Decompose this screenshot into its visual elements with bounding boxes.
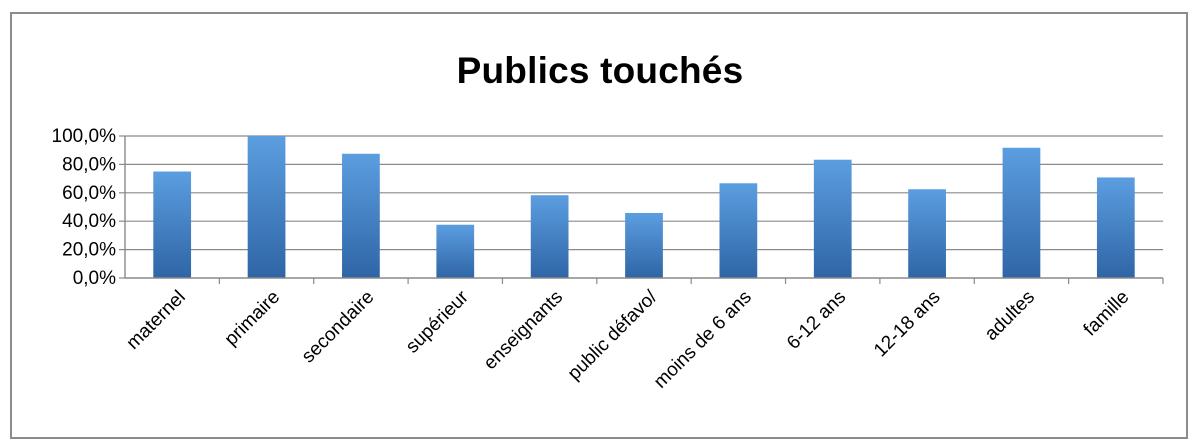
chart-title: Publics touchés [456, 50, 744, 91]
x-category-label: adultes [981, 287, 1039, 345]
bar [530, 195, 569, 278]
axes [119, 135, 1164, 284]
bars [153, 136, 1135, 278]
y-tick-label: 0,0% [73, 268, 116, 289]
x-category-label: 12-18 ans [870, 287, 945, 362]
x-category-label: famille [1080, 287, 1134, 341]
bar [1096, 177, 1135, 278]
x-category-label: enseignants [480, 287, 567, 374]
bar [719, 183, 758, 278]
chart-frame [10, 12, 1188, 439]
bar [908, 189, 946, 278]
bar [247, 136, 286, 278]
y-tick-label: 100,0% [52, 126, 117, 147]
y-tick-label: 40,0% [62, 211, 116, 232]
x-category-label: secondaire [298, 287, 379, 368]
bar [1002, 147, 1041, 278]
y-axis-tick-labels: 0,0% 20,0% 40,0% 60,0% 80,0% 100,0% [52, 126, 117, 289]
x-category-label: public défavo/ [564, 286, 662, 384]
x-category-label: primaire [221, 287, 284, 350]
bar [436, 224, 475, 278]
x-category-label: 6-12 ans [783, 287, 850, 354]
x-axis-category-labels: maternel primaire secondaire supérieur ensei… [123, 286, 1134, 392]
bar [153, 171, 192, 278]
y-tick-label: 60,0% [62, 183, 116, 204]
y-tick-label: 80,0% [62, 154, 116, 175]
x-category-label: supérieur [402, 286, 473, 357]
x-category-label: maternel [123, 287, 190, 354]
x-category-label: moins de 6 ans [650, 287, 756, 393]
bar [813, 159, 852, 278]
bar [625, 212, 663, 278]
bar [342, 153, 380, 278]
y-tick-label: 20,0% [62, 240, 116, 261]
